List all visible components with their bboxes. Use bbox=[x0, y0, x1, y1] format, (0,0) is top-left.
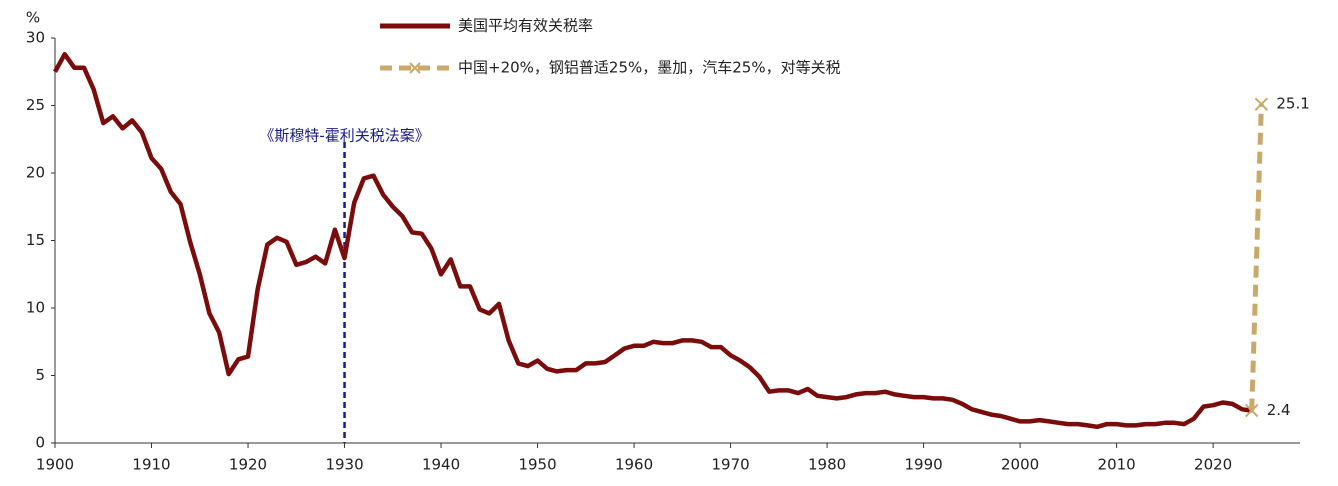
y-tick-label: 25 bbox=[26, 96, 45, 114]
y-tick-label: 10 bbox=[26, 299, 45, 317]
x-tick-label: 1970 bbox=[711, 456, 749, 474]
data-label: 25.1 bbox=[1276, 95, 1309, 113]
series-line bbox=[53, 51, 1253, 430]
point-marker bbox=[1245, 403, 1259, 418]
series-line bbox=[1249, 104, 1264, 411]
legend-label: 中国+20%，钢铝普适25%，墨加，汽车25%，对等关税 bbox=[458, 59, 841, 77]
x-tick-label: 1930 bbox=[325, 456, 363, 474]
y-tick-label: 5 bbox=[35, 366, 45, 384]
x-tick-label: 1990 bbox=[905, 456, 943, 474]
data-label: 2.4 bbox=[1267, 401, 1291, 419]
legend-marker bbox=[409, 62, 421, 74]
y-axis-label: % bbox=[26, 9, 40, 27]
point-marker bbox=[1254, 97, 1269, 111]
y-tick-label: 20 bbox=[26, 164, 45, 182]
x-tick-label: 1940 bbox=[422, 456, 460, 474]
x-tick-label: 1910 bbox=[132, 456, 170, 474]
x-tick-label: 1900 bbox=[36, 456, 74, 474]
x-tick-label: 2000 bbox=[1001, 456, 1039, 474]
legend-label: 美国平均有效关税率 bbox=[458, 17, 593, 35]
x-tick-label: 2020 bbox=[1194, 456, 1232, 474]
x-tick-label: 1950 bbox=[518, 456, 556, 474]
x-tick-label: 1960 bbox=[615, 456, 653, 474]
annotation-text: 《斯穆特-霍利关税法案》 bbox=[259, 127, 429, 145]
y-tick-label: 30 bbox=[26, 29, 45, 47]
y-tick-label: 15 bbox=[26, 231, 45, 249]
x-tick-label: 2010 bbox=[1098, 456, 1136, 474]
x-tick-label: 1920 bbox=[229, 456, 267, 474]
y-tick-label: 0 bbox=[35, 434, 45, 452]
x-tick-label: 1980 bbox=[808, 456, 846, 474]
